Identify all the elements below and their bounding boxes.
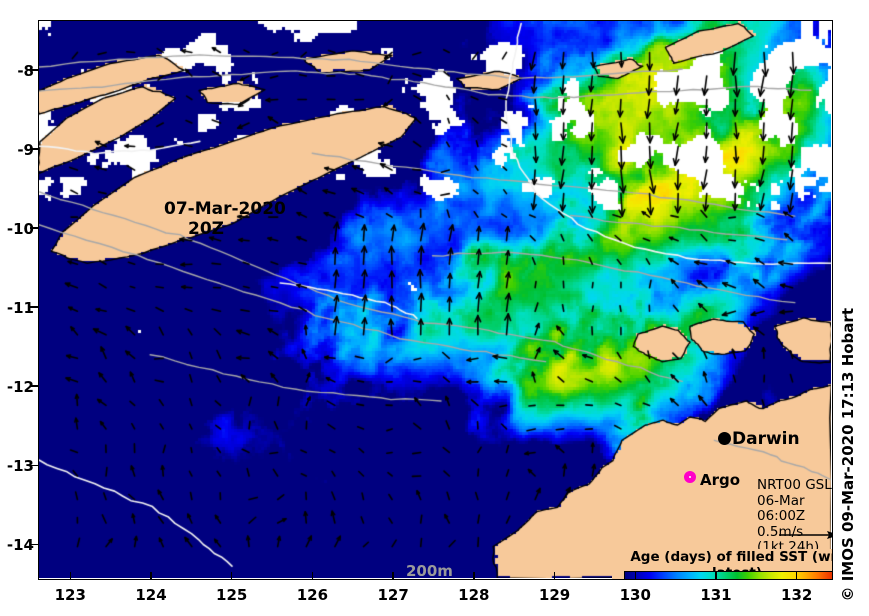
y-axis-tick-mark: [30, 543, 38, 546]
x-axis-tick-mark: [69, 572, 72, 580]
x-axis-tick-mark: [634, 572, 636, 580]
y-axis-tick-label: -10: [6, 220, 34, 239]
x-axis-tick-label: 126: [296, 586, 329, 604]
x-axis-tick-mark: [553, 572, 556, 580]
map-plot-area[interactable]: 07-Mar-2020 20Z Darwin Argo 200m 1000m N…: [38, 20, 833, 580]
x-axis-tick-mark: [311, 572, 314, 580]
colorbar-legend: Age (days) of filled SST (wrt latest) 0 …: [612, 549, 832, 579]
info-product-line: NRT00 GSL: [757, 477, 832, 493]
y-axis-tick-mark: [30, 385, 38, 387]
x-axis-tick-mark: [150, 572, 152, 580]
y-axis-tick-label: -12: [6, 378, 34, 397]
darwin-marker-icon: [718, 432, 731, 445]
sst-age-raster: [39, 21, 831, 578]
colorbar-gradient: [624, 571, 832, 579]
x-axis-tick-label: 131: [700, 586, 732, 604]
x-axis-tick-label: 132: [781, 586, 813, 604]
x-axis-tick-label: 127: [377, 586, 409, 604]
x-axis-tick-label: 130: [619, 586, 651, 604]
y-axis-tick-label: -9: [17, 140, 34, 159]
y-axis-tick-mark: [30, 69, 38, 71]
copyright-notice: © IMOS 09-Mar-2020 17:13 Hobart: [839, 308, 857, 602]
x-axis-tick-mark: [715, 572, 717, 580]
model-info-block: NRT00 GSL 06-Mar 06:00Z 0.5m/s (1kt 24h): [757, 477, 832, 556]
x-axis-tick-label: 123: [54, 586, 86, 604]
y-axis-tick-mark: [30, 464, 38, 467]
y-axis-tick-label: -8: [17, 61, 34, 80]
x-axis-tick-label: 128: [458, 586, 490, 604]
x-axis-tick-mark: [392, 572, 394, 580]
info-time-line: 06-Mar 06:00Z: [757, 492, 806, 524]
y-axis-tick-mark: [30, 306, 38, 308]
y-axis-tick-mark: [30, 227, 38, 229]
bathymetry-contour-legend: 200m 1000m: [406, 562, 468, 580]
x-axis-tick-label: 129: [538, 586, 571, 604]
x-axis-tick-mark: [473, 572, 475, 580]
x-axis-tick-label: 125: [216, 586, 248, 604]
x-axis-tick-label: 124: [135, 586, 167, 604]
reference-vector-arrow-icon: [779, 531, 832, 539]
argo-float-marker-icon[interactable]: [684, 471, 696, 483]
y-axis-tick-label: -14: [6, 536, 34, 555]
y-axis-tick-label: -11: [6, 299, 34, 318]
bathy-200m-label: 200m: [406, 562, 453, 580]
x-axis-tick-mark: [230, 572, 233, 580]
y-axis-tick-mark: [30, 148, 38, 150]
x-axis-tick-mark: [795, 572, 798, 580]
y-axis-tick-label: -13: [6, 457, 34, 476]
